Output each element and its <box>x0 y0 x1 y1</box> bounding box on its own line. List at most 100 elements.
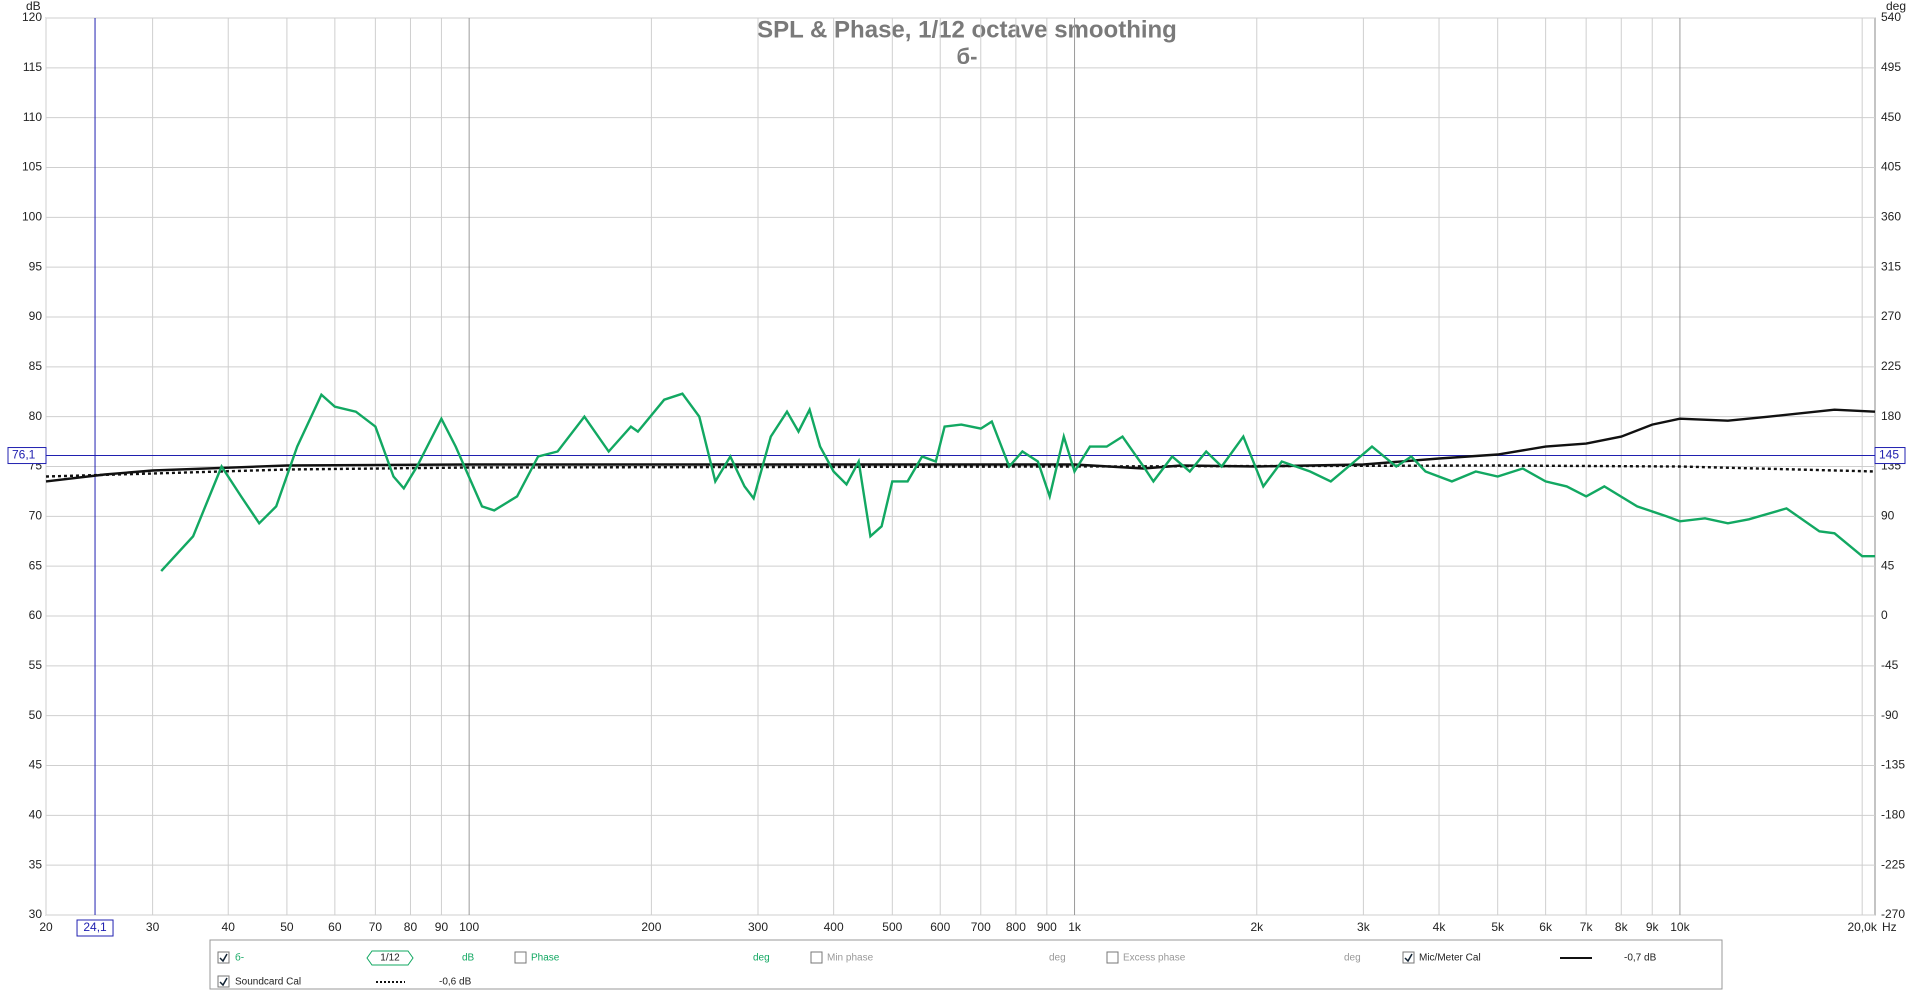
y2-tick-label: -90 <box>1881 708 1899 722</box>
x-tick-label: 70 <box>369 920 383 934</box>
y-tick-label: 100 <box>22 210 42 224</box>
x-tick-label: 500 <box>882 920 902 934</box>
x-tick-label: 7k <box>1580 920 1594 934</box>
legend-checkbox[interactable] <box>1402 951 1415 964</box>
legend-checkbox[interactable] <box>514 951 527 964</box>
y2-axis-unit: deg <box>1886 0 1906 13</box>
legend-checkbox[interactable] <box>810 951 823 964</box>
y-tick-label: 45 <box>29 758 43 772</box>
y2-tick-label: -135 <box>1881 758 1905 772</box>
y-tick-label: 105 <box>22 160 42 174</box>
y-tick-label: 35 <box>29 857 43 871</box>
cursor-label-box <box>76 919 114 937</box>
x-tick-label: 100 <box>459 920 479 934</box>
legend-label: Mic/Meter Cal <box>1419 953 1481 964</box>
x-tick-label: 2k <box>1250 920 1264 934</box>
y2-tick-label: 0 <box>1881 608 1888 622</box>
legend-label: Soundcard Cal <box>235 977 301 988</box>
y2-tick-label: 270 <box>1881 309 1901 323</box>
y-tick-label: 115 <box>23 60 42 74</box>
chart-subtitle: б- <box>957 44 978 69</box>
y2-tick-label: 495 <box>1881 60 1901 74</box>
check-mark <box>1404 953 1413 963</box>
legend-unit: dB <box>462 953 475 964</box>
legend-box <box>209 939 1723 990</box>
y2-tick-label: 450 <box>1881 110 1901 124</box>
x-tick-label: 10k <box>1670 920 1690 934</box>
x-tick-label: 800 <box>1006 920 1026 934</box>
y2-tick-label: 45 <box>1881 558 1895 572</box>
x-tick-label: 200 <box>641 920 661 934</box>
y-tick-label: 40 <box>29 808 43 822</box>
x-tick-label: 900 <box>1037 920 1057 934</box>
series-line <box>160 392 1875 572</box>
y-tick-label: 85 <box>29 359 43 373</box>
x-tick-label: 8k <box>1615 920 1629 934</box>
x-axis-unit: Hz <box>1882 920 1897 934</box>
x-tick-label: 90 <box>435 920 449 934</box>
cursor-y2-label: 145 <box>1879 448 1899 462</box>
x-tick-label: 60 <box>328 920 342 934</box>
x-tick-label: 20 <box>39 920 53 934</box>
legend-unit: deg <box>753 953 770 964</box>
legend-checkbox[interactable] <box>217 975 230 988</box>
check-mark <box>219 977 228 987</box>
y-tick-label: 55 <box>29 658 43 672</box>
y-tick-label: 110 <box>23 110 42 124</box>
y-tick-label: 90 <box>29 309 43 323</box>
x-tick-label: 700 <box>971 920 991 934</box>
x-tick-label: 5k <box>1491 920 1505 934</box>
y-axis-unit: dB <box>26 0 41 13</box>
x-tick-label: 400 <box>824 920 844 934</box>
legend-label: Min phase <box>827 953 874 964</box>
check-mark <box>219 953 228 963</box>
y2-tick-label: -180 <box>1881 808 1905 822</box>
legend-offset: -0,7 dB <box>1624 953 1657 964</box>
legend-unit: deg <box>1049 953 1066 964</box>
legend-label: б- <box>235 952 244 964</box>
x-tick-label: 80 <box>404 920 418 934</box>
y-tick-label: 50 <box>29 708 43 722</box>
series-line <box>45 408 1876 483</box>
y2-tick-label: 360 <box>1881 210 1901 224</box>
y-tick-label: 80 <box>29 409 43 423</box>
x-tick-label: 20,0k <box>1847 920 1877 934</box>
y-tick-label: 120 <box>22 10 42 24</box>
y2-tick-label: -225 <box>1881 857 1905 871</box>
series-line <box>45 464 1876 478</box>
y-tick-label: 30 <box>29 907 43 921</box>
smoothing-badge <box>366 950 414 966</box>
legend-label: Excess phase <box>1123 953 1186 964</box>
x-tick-label: 50 <box>280 920 294 934</box>
y-tick-label: 60 <box>29 608 43 622</box>
legend-checkbox[interactable] <box>1106 951 1119 964</box>
y-tick-label: 70 <box>29 509 43 523</box>
cursor-x-label: 24,1 <box>83 920 107 934</box>
cursor-label-box <box>1874 447 1906 465</box>
legend-unit: deg <box>1344 953 1361 964</box>
x-tick-label: 6k <box>1539 920 1553 934</box>
x-tick-label: 4k <box>1433 920 1447 934</box>
y2-tick-label: 540 <box>1881 10 1901 24</box>
x-tick-label: 30 <box>146 920 160 934</box>
x-tick-label: 9k <box>1646 920 1660 934</box>
chart-title: SPL & Phase, 1/12 octave smoothing <box>757 16 1177 43</box>
legend-checkbox[interactable] <box>217 951 230 964</box>
y-tick-label: 95 <box>29 259 43 273</box>
cursor-y-label: 76,1 <box>12 448 36 462</box>
x-tick-label: 300 <box>748 920 768 934</box>
y2-tick-label: 405 <box>1881 160 1901 174</box>
y2-tick-label: 225 <box>1881 359 1901 373</box>
y2-tick-label: 180 <box>1881 409 1901 423</box>
y2-tick-label: -270 <box>1881 907 1905 921</box>
y-tick-label: 65 <box>29 558 43 572</box>
smoothing-label: 1/12 <box>380 953 400 964</box>
x-tick-label: 600 <box>930 920 950 934</box>
y2-tick-label: -45 <box>1881 658 1899 672</box>
x-tick-label: 3k <box>1357 920 1371 934</box>
legend-offset: -0,6 dB <box>439 977 472 988</box>
cursor-label-box <box>7 447 47 465</box>
legend-label: Phase <box>531 953 560 964</box>
y2-tick-label: 315 <box>1881 259 1901 273</box>
